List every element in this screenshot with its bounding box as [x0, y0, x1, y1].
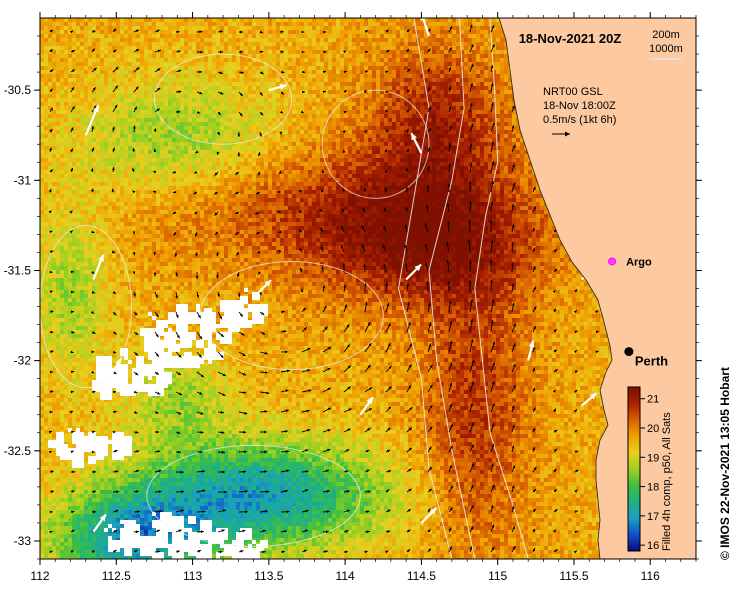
colorbar-label: Filled 4h comp, p50, All Sats — [661, 412, 673, 551]
x-tick-label: 112 — [30, 569, 49, 583]
x-tick-label: 113 — [183, 569, 202, 583]
place-label: Argo — [626, 256, 652, 268]
colorbar-tick-label: 19 — [647, 452, 659, 464]
city-marker — [624, 347, 633, 356]
contour-legend-200m: 200m — [652, 29, 680, 41]
current-legend-source: NRT00 GSL — [543, 86, 603, 98]
current-legend-scale: 0.5m/s (1kt 6h) — [543, 114, 616, 126]
map-title-text: 18-Nov-2021 20Z — [519, 31, 622, 46]
contour-legend: 200m 1000m — [649, 29, 683, 59]
y-tick-label: -33 — [14, 534, 32, 548]
y-tick-label: -31.5 — [4, 263, 32, 277]
x-tick-label: 114.5 — [407, 569, 436, 583]
colorbar-tick-label: 18 — [647, 482, 659, 494]
x-tick-label: 115.5 — [559, 569, 588, 583]
x-tick-label: 115 — [488, 569, 507, 583]
colorbar-frame — [628, 387, 640, 551]
y-tick-label: -32.5 — [4, 444, 32, 458]
x-tick-label: 116 — [641, 569, 660, 583]
credit-text: © IMOS 22-Nov-2021 13:05 Hobart — [718, 367, 732, 560]
colorbar-tick-label: 20 — [647, 423, 659, 435]
y-tick-label: -31 — [14, 173, 32, 187]
argo-float-marker — [609, 258, 616, 265]
current-legend-time: 18-Nov 18:00Z — [543, 100, 616, 112]
x-tick-label: 112.5 — [102, 569, 131, 583]
colorbar-tick-label: 16 — [647, 540, 659, 552]
y-tick-label: -30.5 — [4, 83, 32, 97]
x-tick-label: 113.5 — [254, 569, 283, 583]
y-tick-label: -32 — [14, 354, 32, 368]
contour-legend-1000m: 1000m — [649, 43, 683, 55]
x-tick-label: 114 — [336, 569, 355, 583]
colorbar-tick-label: 17 — [647, 511, 659, 523]
map-title: 18-Nov-2021 20Z — [519, 31, 622, 46]
place-label: Perth — [635, 354, 668, 369]
colorbar-tick-label: 21 — [647, 394, 659, 406]
